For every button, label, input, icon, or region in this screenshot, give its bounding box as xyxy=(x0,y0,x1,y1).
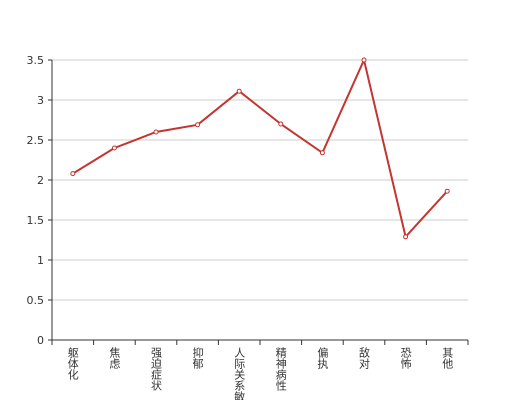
x-tick-label: 强迫症状 xyxy=(150,347,163,391)
point xyxy=(111,145,117,151)
x-tick-label: 躯体化 xyxy=(66,347,79,381)
point xyxy=(444,188,450,194)
y-tick-label: 1.5 xyxy=(27,214,45,227)
x-tick-label: 恐怖 xyxy=(399,347,412,369)
point xyxy=(403,234,409,240)
point xyxy=(319,150,325,156)
point xyxy=(361,57,367,63)
y-tick-label: 0 xyxy=(37,334,44,347)
x-tick-label: 焦虑 xyxy=(108,347,121,369)
x-tick-label: 敌对 xyxy=(358,346,371,369)
point xyxy=(153,129,159,135)
x-tick-label: 抑郁 xyxy=(191,346,204,369)
x-tick-label: 精神病性 xyxy=(274,347,287,392)
y-tick-label: 2 xyxy=(37,174,44,187)
point xyxy=(70,171,76,177)
y-tick-label: 3 xyxy=(37,94,44,107)
point xyxy=(236,88,242,94)
y-tick-label: 1 xyxy=(37,254,44,267)
y-tick-label: 3.5 xyxy=(27,54,45,67)
y-tick-label: 2.5 xyxy=(27,134,45,147)
x-tick-label: 偏执 xyxy=(316,346,329,370)
point xyxy=(278,121,284,127)
line xyxy=(72,56,448,239)
y-tick-label: 0.5 xyxy=(27,294,45,307)
x-tick-label: 其他 xyxy=(441,347,454,369)
point xyxy=(195,122,201,128)
x-tick-label: 人际关系敏感 xyxy=(233,347,246,400)
